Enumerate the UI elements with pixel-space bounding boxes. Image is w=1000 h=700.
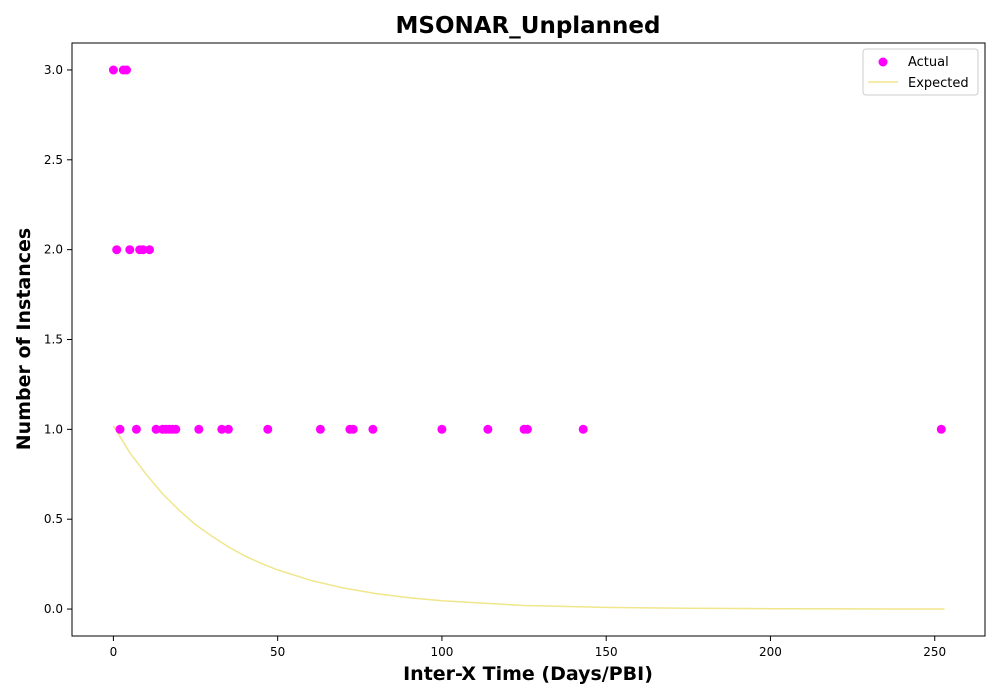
actual-point xyxy=(223,424,233,434)
y-tick-label: 3.0 xyxy=(44,63,63,77)
y-axis: 0.0 0.5 1.0 1.5 2.0 2.5 3.0 xyxy=(44,63,72,616)
actual-point xyxy=(578,424,588,434)
y-tick-label: 1.5 xyxy=(44,333,63,347)
y-tick-label: 0.5 xyxy=(44,512,63,526)
actual-point xyxy=(112,245,122,255)
x-tick-label: 200 xyxy=(759,645,782,659)
y-tick-label: 1.0 xyxy=(44,422,63,436)
actual-point xyxy=(483,424,493,434)
actual-point xyxy=(522,424,532,434)
actual-point xyxy=(171,424,181,434)
x-axis-title: Inter-X Time (Days/PBI) xyxy=(403,663,653,685)
actual-point xyxy=(263,424,273,434)
actual-point xyxy=(151,424,161,434)
actual-point xyxy=(125,245,135,255)
x-tick-label: 0 xyxy=(110,645,118,659)
legend-label-expected: Expected xyxy=(908,76,969,91)
legend-frame xyxy=(862,48,979,96)
actual-point xyxy=(145,245,154,255)
x-tick-label: 250 xyxy=(923,645,946,659)
actual-point xyxy=(131,424,141,434)
plot-area xyxy=(71,42,986,637)
data-series xyxy=(108,65,946,610)
legend-marker-actual xyxy=(878,57,888,67)
x-axis: 0 50 100 150 200 250 xyxy=(110,636,946,659)
actual-point xyxy=(115,424,125,434)
actual-point xyxy=(437,424,447,434)
expected-curve xyxy=(112,425,945,610)
actual-point xyxy=(108,65,118,75)
actual-point xyxy=(194,424,204,434)
y-tick-label: 0.0 xyxy=(44,602,63,616)
actual-point xyxy=(217,424,227,434)
x-tick-label: 100 xyxy=(430,645,453,659)
actual-point xyxy=(315,424,325,434)
y-tick-label: 2.0 xyxy=(44,243,63,257)
x-tick-label: 50 xyxy=(270,645,285,659)
actual-point xyxy=(936,424,946,434)
legend: Actual Expected xyxy=(862,48,979,96)
actual-point xyxy=(122,65,131,75)
actual-point xyxy=(368,424,378,434)
chart-title: MSONAR_Unplanned xyxy=(396,13,661,39)
x-tick-label: 150 xyxy=(595,645,618,659)
legend-label-actual: Actual xyxy=(908,55,949,70)
actual-point xyxy=(348,424,358,434)
actual-point xyxy=(138,245,148,255)
y-axis-title: Number of Instances xyxy=(13,228,35,450)
y-tick-label: 2.5 xyxy=(44,153,63,167)
